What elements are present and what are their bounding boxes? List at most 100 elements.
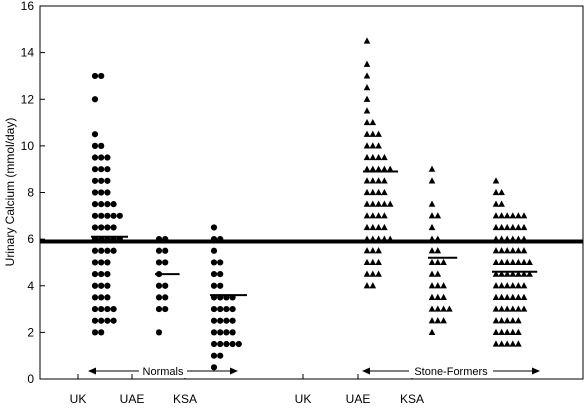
data-point [110,212,117,219]
data-points [91,37,533,371]
data-point [381,153,388,161]
data-point [515,293,522,301]
data-point [428,165,436,172]
data-point [217,340,224,348]
data-point [515,223,522,231]
data-point [369,223,377,231]
data-point [386,200,394,207]
data-point [515,317,522,324]
data-point [509,270,517,277]
data-point [162,294,169,301]
data-point [375,188,382,196]
data-point [369,130,377,137]
data-point [503,282,511,289]
data-point [98,270,105,278]
data-point [369,153,377,161]
data-point [363,270,371,277]
data-point [217,352,224,359]
data-point [498,270,505,277]
axis-ticks: 0 2 4 6 8 10 12 14 16 UK UAE KSA UK UAE KSA [21,0,424,406]
data-point [98,282,105,289]
data-point [229,317,236,324]
data-point [155,259,163,266]
data-point [223,329,230,336]
data-point [162,305,169,313]
data-point [363,188,371,196]
data-point [520,293,528,301]
data-point [492,212,500,219]
data-point [440,317,447,324]
y-tick-label: 16 [21,0,35,13]
data-point [428,282,436,289]
data-point [229,340,236,348]
data-point [428,258,436,266]
group-label-bg [139,364,187,378]
data-point [375,247,382,254]
x-tick-label: UK [295,392,312,406]
data-point [503,305,511,312]
data-point [217,317,224,324]
data-point [509,282,517,289]
data-point [492,247,500,254]
x-tick-label: KSA [400,392,424,406]
data-point [110,201,117,208]
data-point [498,223,505,231]
group-label: Stone-Formers [414,366,488,378]
data-point [520,223,528,231]
data-point [91,189,99,196]
data-point [110,317,117,324]
data-point [492,258,500,266]
data-point [363,130,371,137]
data-point [492,305,500,312]
data-point [503,328,511,335]
x-tick-label: UAE [120,392,145,406]
data-point [515,212,522,219]
data-point [91,166,99,173]
data-point [363,72,371,79]
data-point [363,60,371,67]
data-point [515,340,522,347]
data-point [503,340,511,347]
data-point [369,212,377,219]
data-point [98,247,105,254]
data-point [217,282,224,289]
data-point [116,212,123,219]
data-point [492,177,500,184]
data-point [375,200,382,207]
data-point [223,305,230,313]
data-point [229,329,236,336]
data-point [363,142,371,149]
data-point [375,153,382,161]
data-point [98,294,105,301]
data-point [498,247,505,254]
data-point [210,224,218,231]
data-point [492,223,500,231]
data-point [515,328,522,335]
data-point [210,329,218,336]
data-point [428,293,436,301]
median-lines [91,170,538,297]
data-point [509,317,517,324]
data-point [162,282,169,289]
data-point [229,305,236,313]
data-point [509,293,517,301]
data-point [91,131,99,138]
data-point [98,166,105,173]
data-point [492,340,500,347]
data-point [428,328,436,335]
data-point [104,189,111,196]
data-point [509,223,517,231]
data-point [369,188,377,196]
y-tick-label: 2 [27,325,34,339]
data-point [503,212,511,219]
data-point [210,305,218,313]
data-point [104,317,111,324]
arrow-right-icon [532,367,540,375]
data-point [526,258,533,266]
group-normals: Normals [88,364,238,378]
data-point [492,188,500,196]
data-point [440,293,447,301]
data-point [104,259,111,266]
data-point [110,224,117,231]
